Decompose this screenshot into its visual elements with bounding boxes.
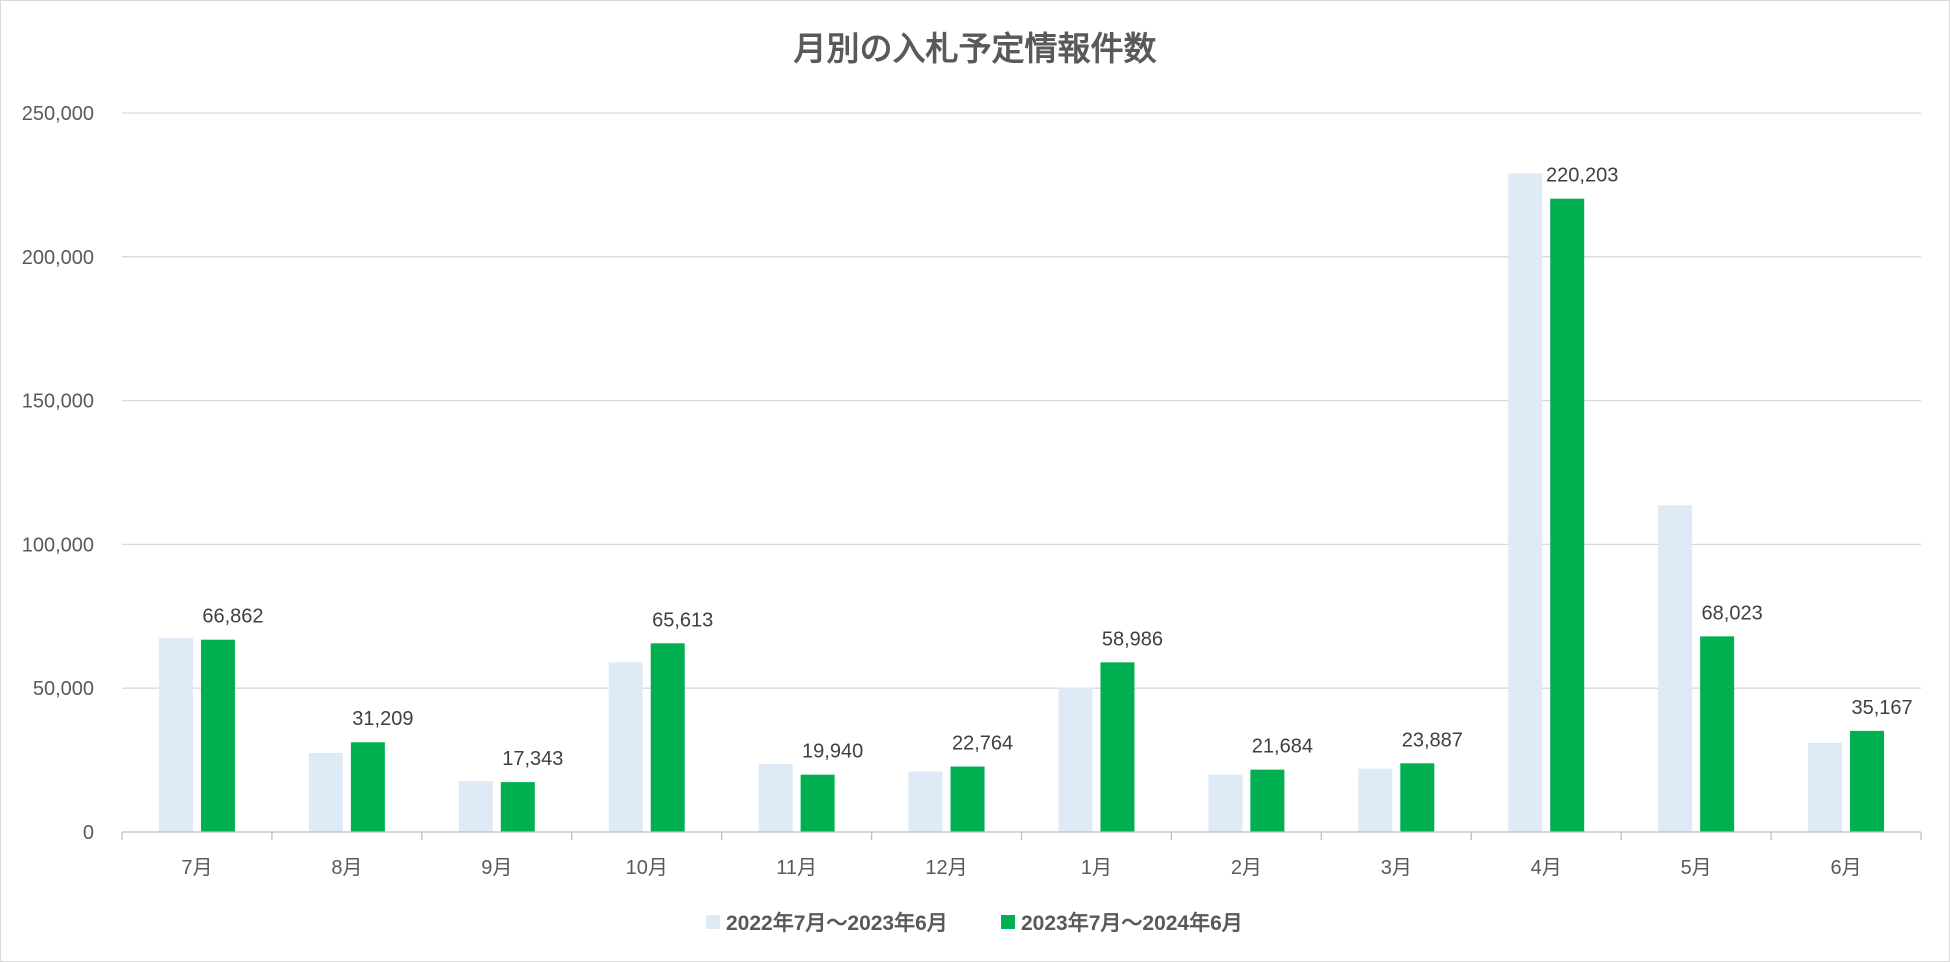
bar-series-1 xyxy=(1208,774,1243,832)
data-label: 68,023 xyxy=(1702,602,1763,624)
bar-series-1 xyxy=(1808,742,1843,832)
chart-title: 月別の入札予定情報件数 xyxy=(794,30,1158,67)
x-axis xyxy=(121,831,1922,840)
bar-series-1 xyxy=(1658,505,1693,832)
y-axis-ticks: 0 50,000 100,000 150,000 200,000 250,000 xyxy=(22,103,94,844)
y-tick-label: 0 xyxy=(83,822,94,844)
bar-series-2 xyxy=(1550,198,1585,832)
bar-series-1 xyxy=(308,752,343,832)
data-label: 19,940 xyxy=(802,741,863,763)
x-tick-label: 1月 xyxy=(1081,857,1112,879)
bar-series-2 xyxy=(800,774,835,832)
data-label: 31,209 xyxy=(352,708,413,730)
data-label: 35,167 xyxy=(1851,697,1912,719)
legend-swatch xyxy=(1001,915,1015,929)
data-label: 21,684 xyxy=(1252,736,1313,758)
bar-series-1 xyxy=(1358,768,1393,832)
y-tick-label: 50,000 xyxy=(33,678,94,700)
x-tick-label: 12月 xyxy=(925,857,967,879)
x-tick-label: 7月 xyxy=(181,857,212,879)
gridlines xyxy=(122,112,1921,689)
y-tick-label: 200,000 xyxy=(22,247,94,269)
y-tick-label: 250,000 xyxy=(22,103,94,125)
data-label: 22,764 xyxy=(952,733,1013,755)
x-tick-label: 6月 xyxy=(1830,857,1861,879)
bar-series-2 xyxy=(1100,662,1135,832)
x-tick-label: 10月 xyxy=(626,857,668,879)
legend-swatch xyxy=(706,915,720,929)
x-tick-label: 5月 xyxy=(1681,857,1712,879)
y-tick-label: 100,000 xyxy=(22,534,94,556)
bar-series-1 xyxy=(158,637,193,832)
bar-series-1 xyxy=(758,763,793,832)
bar-series-2 xyxy=(950,766,985,832)
bar-series-1 xyxy=(608,662,643,832)
bar-series-2 xyxy=(200,639,235,832)
bar-series-2 xyxy=(500,782,535,832)
x-axis-ticks: 7月 8月 9月 10月 11月 12月 1月 2月 3月 4月 5月 6月 xyxy=(181,857,1861,879)
bar-series-2 xyxy=(350,742,385,832)
bar-series-1 xyxy=(458,781,493,832)
x-tick-label: 3月 xyxy=(1381,857,1412,879)
bar-series-1 xyxy=(908,771,943,832)
bar-series-2 xyxy=(1850,730,1885,832)
data-label: 220,203 xyxy=(1546,165,1618,187)
data-label: 66,862 xyxy=(202,606,263,628)
data-label: 58,986 xyxy=(1102,628,1163,650)
bar-series-2 xyxy=(650,643,685,832)
data-label: 65,613 xyxy=(652,609,713,631)
bars xyxy=(158,173,1885,832)
data-label: 23,887 xyxy=(1402,729,1463,751)
legend-label: 2023年7月～2024年6月 xyxy=(1021,911,1243,935)
legend-label: 2022年7月～2023年6月 xyxy=(726,911,948,935)
y-tick-label: 150,000 xyxy=(22,391,94,413)
bar-series-2 xyxy=(1250,769,1285,832)
x-tick-label: 11月 xyxy=(776,857,817,879)
x-tick-label: 8月 xyxy=(331,857,362,879)
bar-series-2 xyxy=(1700,636,1735,832)
x-tick-label: 9月 xyxy=(481,857,512,879)
x-tick-label: 2月 xyxy=(1231,857,1262,879)
data-labels: 66,862 31,209 17,343 65,613 19,940 22,764 58,9… xyxy=(202,165,1912,770)
legend: 2022年7月～2023年6月 2023年7月～2024年6月 xyxy=(706,911,1243,935)
bar-series-1 xyxy=(1058,687,1093,832)
bar-series-2 xyxy=(1400,763,1435,832)
x-tick-label: 4月 xyxy=(1531,857,1562,879)
bar-series-1 xyxy=(1508,173,1543,832)
data-label: 17,343 xyxy=(502,748,563,770)
